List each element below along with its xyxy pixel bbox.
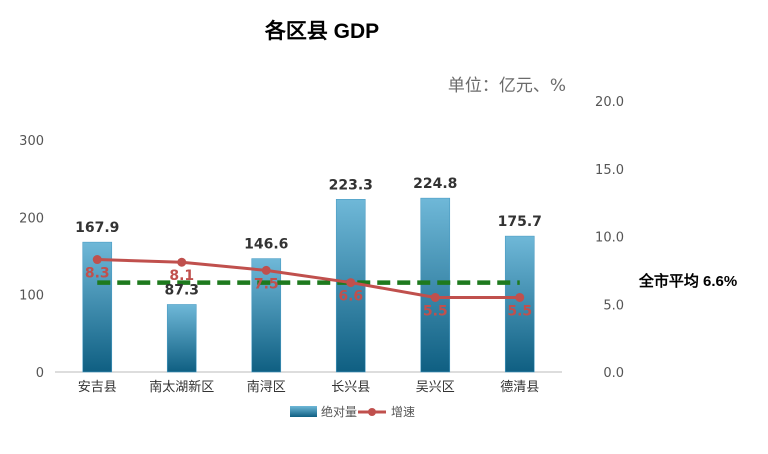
category-label: 德清县	[500, 380, 539, 395]
growth-value-label: 8.3	[85, 266, 110, 282]
growth-value-label: 5.5	[507, 303, 532, 319]
left-tick-label: 300	[19, 134, 44, 149]
left-tick-label: 0	[36, 366, 44, 381]
axes: 0 100 200 300 0.0 5.0 10.0 15.0 20.0 安吉县 南太湖新区 南浔区 长…	[19, 95, 624, 395]
right-tick-label: 10.0	[595, 231, 624, 246]
bar	[504, 235, 535, 373]
unit-label: 单位：亿元、%	[448, 76, 566, 96]
average-line-label: 全市平均 6.6%	[638, 272, 737, 290]
right-tick-label: 5.0	[603, 298, 624, 313]
chart-title: 各区县 GDP	[264, 19, 379, 43]
bar	[251, 258, 282, 373]
legend-bar-swatch	[290, 406, 317, 417]
bar	[82, 241, 113, 373]
category-label: 长兴县	[331, 380, 370, 395]
bar-series	[82, 197, 535, 373]
category-label: 吴兴区	[416, 380, 455, 395]
left-tick-label: 200	[19, 211, 44, 226]
bar	[420, 197, 451, 373]
right-tick-label: 15.0	[595, 163, 624, 178]
right-tick-label: 0.0	[603, 366, 624, 381]
data-labels: 167.9 87.3 146.6 223.3 224.8 175.7 8.3 8.1 7.5 6.…	[75, 176, 542, 319]
right-tick-label: 20.0	[595, 95, 624, 110]
bar-value-label: 167.9	[75, 220, 119, 236]
growth-value-label: 7.5	[254, 276, 279, 292]
legend-line-label: 增速	[391, 405, 415, 419]
bar	[166, 304, 197, 373]
category-label: 南浔区	[247, 379, 286, 395]
legend-line-marker	[368, 408, 376, 416]
bar-value-label: 175.7	[498, 214, 542, 230]
bar-value-label: 224.8	[413, 176, 457, 192]
category-label: 南太湖新区	[149, 379, 214, 395]
growth-point	[92, 255, 102, 265]
bar-value-label: 87.3	[164, 282, 199, 298]
bar-value-label: 146.6	[244, 237, 288, 253]
average-line-group: 全市平均 6.6%	[97, 272, 737, 290]
growth-value-label: 5.5	[423, 303, 448, 319]
category-label: 安吉县	[78, 380, 117, 395]
growth-point	[515, 292, 525, 302]
line-series	[92, 255, 525, 302]
left-tick-label: 100	[19, 289, 44, 304]
growth-point	[430, 292, 440, 302]
legend: 绝对量 增速	[290, 404, 415, 419]
growth-value-label: 6.6	[338, 289, 363, 305]
growth-point	[261, 265, 271, 275]
growth-point	[177, 257, 187, 267]
growth-value-label: 8.1	[169, 268, 194, 284]
legend-bar-label: 绝对量	[321, 404, 357, 419]
growth-point	[346, 278, 356, 288]
growth-line	[97, 258, 520, 299]
bar-value-label: 223.3	[329, 177, 373, 193]
